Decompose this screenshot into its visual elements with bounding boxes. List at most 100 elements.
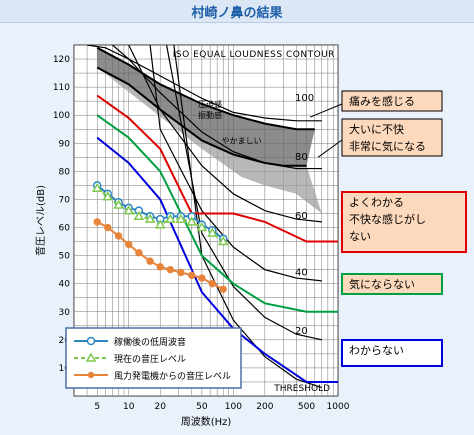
- region-label-line: 圧迫感: [198, 99, 222, 109]
- annotation-box-4: [341, 339, 443, 367]
- annotation-text-3: 気にならない: [349, 277, 415, 291]
- loudness-chart: ISO EQUAL LOUDNESS CONTOUR THRESHOLD 100 80…: [34, 44, 467, 428]
- series-point-2: [188, 271, 196, 279]
- threshold-label: THRESHOLD: [273, 384, 330, 394]
- series-point-2: [198, 274, 206, 282]
- threshold-line-4: [96, 136, 338, 383]
- series-point-2: [208, 279, 217, 288]
- y-tick-label: 80: [59, 167, 71, 177]
- annotation-line: 大いに不快: [349, 122, 404, 136]
- annotation-line: ない: [349, 230, 371, 243]
- y-tick-label: 100: [53, 111, 70, 121]
- y-tick-label: 120: [53, 55, 70, 65]
- series-point-2: [177, 268, 185, 277]
- x-tick-label: 10: [123, 402, 135, 412]
- annotation-line: 気にならない: [349, 277, 415, 291]
- connector-discomfort: [317, 139, 343, 158]
- region-label-line: 振動感: [198, 110, 222, 120]
- connector-pain: [309, 103, 343, 118]
- series-point-2: [135, 249, 143, 257]
- x-tick-label: 100: [225, 402, 242, 412]
- legend-label-0: 稼働後の低周波音: [114, 336, 186, 348]
- region-label-noisy: やかましい: [222, 136, 262, 145]
- x-tick-label: 1000: [327, 402, 350, 412]
- series-point-1: [91, 182, 103, 192]
- y-axis-label: 音圧レベル(dB): [34, 185, 47, 256]
- series-point-1: [102, 191, 114, 201]
- threshold-line-3: [96, 114, 338, 313]
- series-point-1: [113, 199, 124, 209]
- x-axis-label: 周波数(Hz): [181, 415, 232, 428]
- contour-40: [149, 45, 322, 282]
- legend-label-2: 風力発電機からの音圧レベル: [114, 370, 231, 382]
- series-point-1: [165, 213, 176, 223]
- series-point-1: [186, 216, 198, 226]
- contour-label: 60: [295, 211, 308, 222]
- legend-label-1: 現在の音圧レベル: [114, 353, 186, 365]
- annotation-line: 非常に気になる: [349, 139, 426, 153]
- y-tick-label: 110: [53, 83, 70, 93]
- series-point-2: [114, 232, 123, 240]
- threshold-line-2: [96, 94, 338, 243]
- threshold-line-1: [96, 66, 307, 167]
- annotation-box-0: [341, 90, 443, 112]
- series-point-1: [175, 213, 187, 223]
- region-pressure: [97, 47, 315, 166]
- contour-20: [165, 45, 322, 341]
- annotation-line: わからない: [349, 344, 404, 357]
- x-tick-label: 5: [94, 402, 100, 412]
- y-tick-label: 60: [59, 224, 71, 234]
- series-point-1: [133, 210, 145, 221]
- series-point-1: [144, 213, 156, 223]
- series-point-1: [196, 222, 208, 232]
- y-tick-label: 20: [59, 336, 71, 346]
- region-label-pressure: 圧迫感振動感: [198, 99, 222, 120]
- contour-label: 100: [295, 93, 314, 104]
- series-point-2: [125, 240, 133, 249]
- chart-title: ISO EQUAL LOUDNESS CONTOUR: [173, 50, 335, 60]
- series-point-2: [93, 218, 101, 226]
- contour-80: [112, 45, 322, 170]
- annotation-line: 不快な感じがし: [349, 212, 426, 226]
- legend-marker-0: [86, 336, 96, 346]
- annotation-text-1: 大いに不快非常に気になる: [349, 122, 426, 153]
- y-tick-label: 90: [59, 139, 71, 149]
- series-point-1: [207, 227, 218, 237]
- series-point-2: [219, 285, 227, 293]
- contour-label: 40: [295, 267, 308, 278]
- series-point-2: [156, 263, 164, 271]
- legend-marker-2: [87, 371, 95, 379]
- title-bar: 村崎ノ鼻の結果: [0, 0, 474, 23]
- contour-label: 20: [295, 326, 308, 337]
- annotation-box-1: [341, 118, 443, 157]
- x-tick-label: 20: [154, 402, 166, 412]
- x-tick-label: 500: [298, 402, 315, 412]
- series-point-1: [154, 219, 166, 229]
- series-point-2: [166, 265, 175, 274]
- series-point-2: [146, 257, 154, 265]
- x-tick-label: 200: [256, 402, 273, 412]
- y-tick-label: 30: [59, 308, 71, 318]
- annotation-line: よくわかる: [349, 196, 404, 209]
- y-tick-label: 70: [59, 195, 71, 205]
- annotation-text-2: よくわかる不快な感じがしない: [349, 196, 426, 243]
- annotation-text-0: 痛みを感じる: [349, 94, 415, 108]
- region-noisy: [97, 67, 322, 214]
- y-tick-label: 40: [59, 280, 71, 290]
- series-point-1: [123, 205, 135, 215]
- annotation-text-4: わからない: [349, 344, 404, 357]
- series-point-1: [217, 236, 229, 246]
- contour-100: [86, 45, 322, 122]
- y-tick-label: 10: [59, 364, 71, 374]
- annotation-box-3: [341, 273, 443, 295]
- contour-label: 80: [295, 152, 308, 163]
- legend-marker-1: [85, 352, 97, 362]
- y-tick-label: 50: [59, 252, 71, 262]
- x-tick-label: 50: [196, 402, 208, 412]
- threshold-line-0: [96, 46, 315, 131]
- series-point-2: [104, 223, 112, 232]
- page-title: 村崎ノ鼻の結果: [191, 6, 283, 21]
- annotation-box-2: [341, 191, 467, 253]
